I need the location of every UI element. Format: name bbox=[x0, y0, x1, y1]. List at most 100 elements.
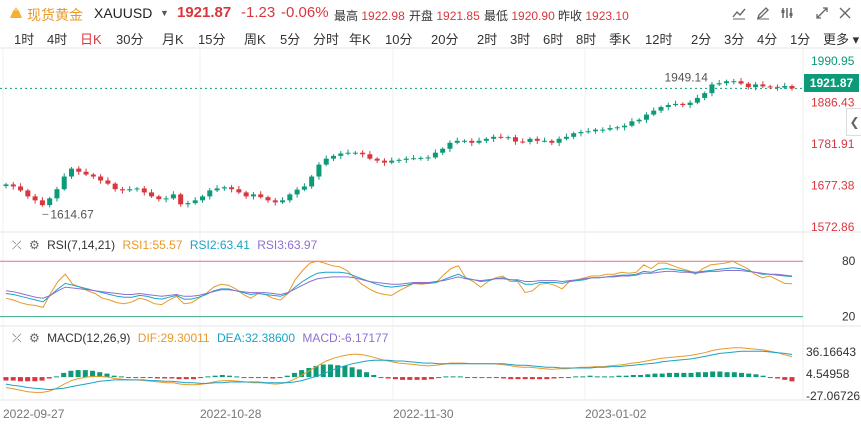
period-20[interactable]: 4分 bbox=[757, 32, 778, 47]
period-0[interactable]: 1时 bbox=[14, 32, 35, 47]
period-1[interactable]: 4时 bbox=[47, 32, 68, 47]
expand-icon[interactable] bbox=[813, 5, 831, 21]
close-icon[interactable] bbox=[836, 5, 854, 21]
candle-body bbox=[280, 200, 286, 203]
candle-body bbox=[454, 140, 460, 143]
macd-histogram-bar bbox=[126, 377, 132, 379]
candle-body bbox=[200, 196, 205, 201]
period-21[interactable]: 1分 bbox=[790, 32, 811, 47]
period-11[interactable]: 20分 bbox=[431, 32, 459, 47]
period-16[interactable]: 季K bbox=[609, 32, 631, 47]
period-7[interactable]: 5分 bbox=[280, 32, 301, 47]
candle-body bbox=[287, 194, 293, 201]
price-tick-label: 1886.43 bbox=[811, 95, 855, 109]
macd-histogram-bar bbox=[436, 377, 442, 379]
cross-icon[interactable]: ⤫ bbox=[12, 331, 22, 345]
candle-body bbox=[498, 136, 504, 138]
period-9[interactable]: 年K bbox=[349, 32, 371, 47]
instrument-symbol[interactable]: XAUUSD bbox=[94, 5, 153, 21]
macd-histogram-bar bbox=[61, 372, 67, 378]
candle-body bbox=[767, 86, 773, 88]
macd-histogram-bar bbox=[609, 376, 615, 378]
period-18[interactable]: 2分 bbox=[691, 32, 712, 47]
candle-body bbox=[90, 174, 96, 177]
macd-histogram-bar bbox=[75, 370, 81, 378]
candle-body bbox=[563, 136, 569, 139]
candle-body bbox=[665, 105, 671, 108]
cross-icon[interactable]: ⤫ bbox=[12, 238, 22, 252]
macd-histogram-bar bbox=[190, 377, 196, 380]
candle-body bbox=[76, 168, 82, 172]
price-tick-label: 1990.95 bbox=[811, 54, 855, 68]
period-6[interactable]: 周K bbox=[244, 32, 266, 47]
period-14[interactable]: 6时 bbox=[543, 32, 564, 47]
x-axis-label: 2022-09-27 bbox=[3, 407, 65, 421]
macd-tick-label: -27.06726 bbox=[806, 389, 860, 403]
macd-line-dif bbox=[5, 347, 793, 393]
period-13[interactable]: 3时 bbox=[510, 32, 531, 47]
candle-body bbox=[432, 152, 438, 158]
macd-histogram-bar bbox=[746, 373, 752, 378]
macd-histogram-bar bbox=[717, 371, 723, 378]
period-4[interactable]: 月K bbox=[162, 32, 184, 47]
macd-histogram-bar bbox=[515, 377, 521, 380]
macd-histogram-bar bbox=[479, 377, 485, 379]
macd-histogram-bar bbox=[227, 375, 233, 378]
candle-body bbox=[272, 200, 278, 203]
macd-histogram-bar bbox=[659, 373, 665, 378]
period-8[interactable]: 分时 bbox=[313, 32, 340, 47]
macd-title: MACD(12,26,9) bbox=[47, 331, 131, 345]
candle-body bbox=[571, 133, 577, 137]
candle-body bbox=[534, 138, 540, 141]
period-12[interactable]: 2时 bbox=[477, 32, 498, 47]
macd-histogram-bar bbox=[306, 368, 312, 378]
macd-histogram-bar bbox=[17, 377, 23, 382]
macd-histogram-bar bbox=[111, 375, 117, 378]
rsi-line-1 bbox=[5, 260, 793, 308]
candle-body bbox=[360, 152, 366, 155]
gear-icon[interactable]: ⚙ bbox=[28, 238, 40, 252]
macd-histogram-bar bbox=[234, 376, 240, 378]
macd-histogram-bar bbox=[299, 370, 305, 378]
macd-histogram-bar bbox=[284, 375, 290, 378]
period-15[interactable]: 8时 bbox=[576, 32, 597, 47]
candle-body bbox=[491, 136, 497, 139]
macd-histogram-bar bbox=[501, 377, 507, 379]
macd-histogram-bar bbox=[219, 374, 225, 378]
candle-body bbox=[731, 81, 737, 83]
macd-histogram-bar bbox=[32, 377, 38, 382]
period-2[interactable]: 日K bbox=[80, 32, 102, 47]
line-chart-icon[interactable] bbox=[730, 5, 748, 21]
period-10[interactable]: 10分 bbox=[385, 32, 413, 47]
period-19[interactable]: 3分 bbox=[724, 32, 745, 47]
candle-body bbox=[149, 192, 155, 197]
candle-body bbox=[105, 180, 111, 184]
period-5[interactable]: 15分 bbox=[198, 32, 226, 47]
candle-body bbox=[425, 157, 431, 159]
period-22[interactable]: 更多 ▾ bbox=[823, 32, 860, 47]
symbol-dropdown-icon[interactable]: ▼ bbox=[160, 8, 169, 18]
gear-icon[interactable]: ⚙ bbox=[28, 331, 40, 345]
macd-histogram-bar bbox=[775, 377, 781, 379]
settings-icon[interactable] bbox=[778, 5, 796, 21]
candle-body bbox=[658, 107, 664, 111]
period-17[interactable]: 12时 bbox=[645, 32, 673, 47]
candle-body bbox=[39, 200, 45, 206]
candle-body bbox=[3, 184, 9, 187]
candle-body bbox=[185, 203, 191, 205]
candle-body bbox=[47, 198, 53, 206]
macd-histogram-bar bbox=[133, 377, 139, 379]
candle-body bbox=[462, 140, 467, 142]
macd-histogram-bar bbox=[666, 372, 672, 378]
pen-icon[interactable] bbox=[754, 5, 772, 21]
candle-body bbox=[134, 188, 140, 190]
period-3[interactable]: 30分 bbox=[116, 32, 144, 47]
macd-histogram-bar bbox=[349, 367, 355, 378]
period-selector: 1时 4时 日K 30分 月K 15分 周K 5分 分时 年K 10分 20分 2时 3时 6时 8时 季K 12… bbox=[0, 27, 861, 47]
candle-body bbox=[127, 189, 133, 191]
collapse-panel-icon[interactable]: ❮ bbox=[846, 108, 861, 136]
macd-histogram-bar bbox=[681, 372, 687, 378]
candle-body bbox=[694, 97, 700, 103]
candle-body bbox=[622, 125, 628, 128]
